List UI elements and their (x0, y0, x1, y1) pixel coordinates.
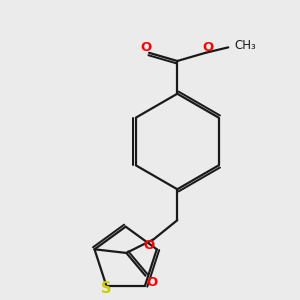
Text: O: O (147, 276, 158, 289)
Text: O: O (141, 41, 152, 54)
Text: S: S (101, 281, 112, 296)
Text: CH₃: CH₃ (235, 39, 256, 52)
Text: O: O (202, 41, 214, 54)
Text: O: O (143, 239, 155, 252)
